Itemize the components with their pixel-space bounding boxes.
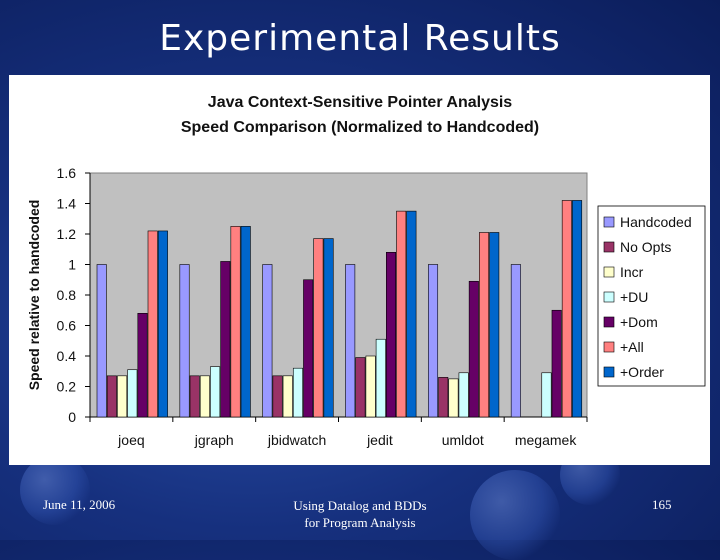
- bar-jedit-du: [375, 338, 386, 418]
- bar-umldot-order: [489, 232, 500, 418]
- slide-title: Experimental Results: [159, 18, 561, 59]
- bar-jgraph-all: [230, 226, 241, 418]
- legend-box: [597, 205, 706, 387]
- bar-jbidwatch-handcoded: [262, 264, 273, 418]
- bar-jbidwatch-noopts: [272, 375, 283, 418]
- chart-title-line2: Speed Comparison (Normalized to Handcode…: [181, 119, 539, 136]
- bar-jedit-all: [396, 210, 407, 418]
- bar-umldot-dom: [468, 280, 479, 418]
- background-bubble: [470, 470, 560, 560]
- bar-jedit-order: [406, 210, 417, 418]
- legend-swatch: [603, 266, 615, 278]
- bar-joeq-dom: [137, 313, 148, 418]
- bar-joeq-du: [127, 369, 138, 418]
- y-tick-label: 0.2: [57, 379, 77, 395]
- legend-label: +DU: [620, 289, 648, 305]
- page-number: 165: [652, 497, 672, 512]
- bar-jgraph-noopts: [189, 375, 200, 418]
- footer-date: June 11, 2006: [43, 497, 116, 512]
- bar-jgraph-du: [210, 366, 221, 418]
- bar-megamek-all: [561, 200, 572, 418]
- bar-umldot-handcoded: [428, 264, 439, 418]
- y-tick-label: 0: [68, 409, 76, 425]
- bar-jgraph-order: [240, 226, 251, 418]
- bar-megamek-handcoded: [510, 264, 521, 418]
- bar-jedit-dom: [385, 252, 396, 418]
- bar-umldot-noopts: [438, 377, 449, 418]
- legend-label: +All: [620, 339, 644, 355]
- x-tick-label: jgraph: [194, 432, 234, 448]
- bar-umldot-du: [458, 372, 469, 418]
- y-tick-label: 0.8: [57, 287, 77, 303]
- legend-label: Incr: [620, 264, 644, 280]
- legend-label: No Opts: [620, 239, 671, 255]
- legend-swatch: [603, 241, 615, 253]
- y-axis-label: Speed relative to handcoded: [26, 200, 42, 391]
- bar-joeq-order: [157, 230, 168, 418]
- bar-jedit-handcoded: [345, 264, 356, 418]
- bar-jbidwatch-dom: [303, 279, 314, 418]
- y-tick-label: 0.6: [57, 318, 77, 334]
- bar-jbidwatch-all: [313, 238, 324, 418]
- footer-title-line1: Using Datalog and BDDs: [293, 498, 427, 513]
- x-tick-label: joeq: [117, 432, 144, 448]
- y-tick-label: 1.2: [57, 226, 77, 242]
- bar-joeq-handcoded: [96, 264, 107, 418]
- legend-swatch: [603, 216, 615, 228]
- y-tick-label: 0.4: [57, 348, 77, 364]
- background-bubble: [20, 455, 90, 525]
- legend-swatch: [603, 316, 615, 328]
- bar-megamek-du: [541, 372, 552, 418]
- bar-joeq-incr: [117, 375, 128, 418]
- bar-jedit-incr: [365, 355, 376, 418]
- chart-title-line1: Java Context-Sensitive Pointer Analysis: [208, 94, 513, 111]
- legend-label: Handcoded: [620, 214, 692, 230]
- x-tick-label: jbidwatch: [267, 432, 326, 448]
- bar-joeq-noopts: [106, 375, 117, 418]
- legend-swatch: [603, 291, 615, 303]
- bar-jbidwatch-incr: [282, 375, 293, 418]
- legend-swatch: [603, 341, 615, 353]
- x-tick-label: megamek: [515, 432, 577, 448]
- legend-label: +Dom: [620, 314, 658, 330]
- bar-jedit-noopts: [355, 357, 366, 418]
- y-tick-label: 1.4: [57, 196, 77, 212]
- bar-joeq-all: [147, 230, 158, 418]
- bar-jgraph-dom: [220, 261, 231, 418]
- legend-label: +Order: [620, 364, 664, 380]
- x-tick-label: umldot: [442, 432, 484, 448]
- bar-umldot-all: [479, 232, 490, 418]
- chart-panel: Java Context-Sensitive Pointer Analysis S…: [9, 75, 710, 465]
- footer-presentation-title: Using Datalog and BDDs for Program Analy…: [260, 497, 460, 531]
- x-tick-label: jedit: [366, 432, 393, 448]
- bar-jgraph-handcoded: [179, 264, 190, 418]
- plot-area: [89, 172, 588, 418]
- bar-jbidwatch-order: [323, 238, 334, 418]
- bar-jbidwatch-du: [292, 367, 303, 418]
- bar-megamek-order: [572, 200, 583, 418]
- bar-chart: Java Context-Sensitive Pointer Analysis S…: [26, 94, 706, 448]
- bar-umldot-incr: [448, 378, 459, 418]
- legend-swatch: [603, 366, 615, 378]
- bar-jgraph-incr: [199, 375, 210, 418]
- bar-megamek-dom: [551, 309, 562, 418]
- footer-title-line2: for Program Analysis: [304, 515, 416, 530]
- y-tick-label: 1: [68, 257, 76, 273]
- y-tick-label: 1.6: [57, 165, 77, 181]
